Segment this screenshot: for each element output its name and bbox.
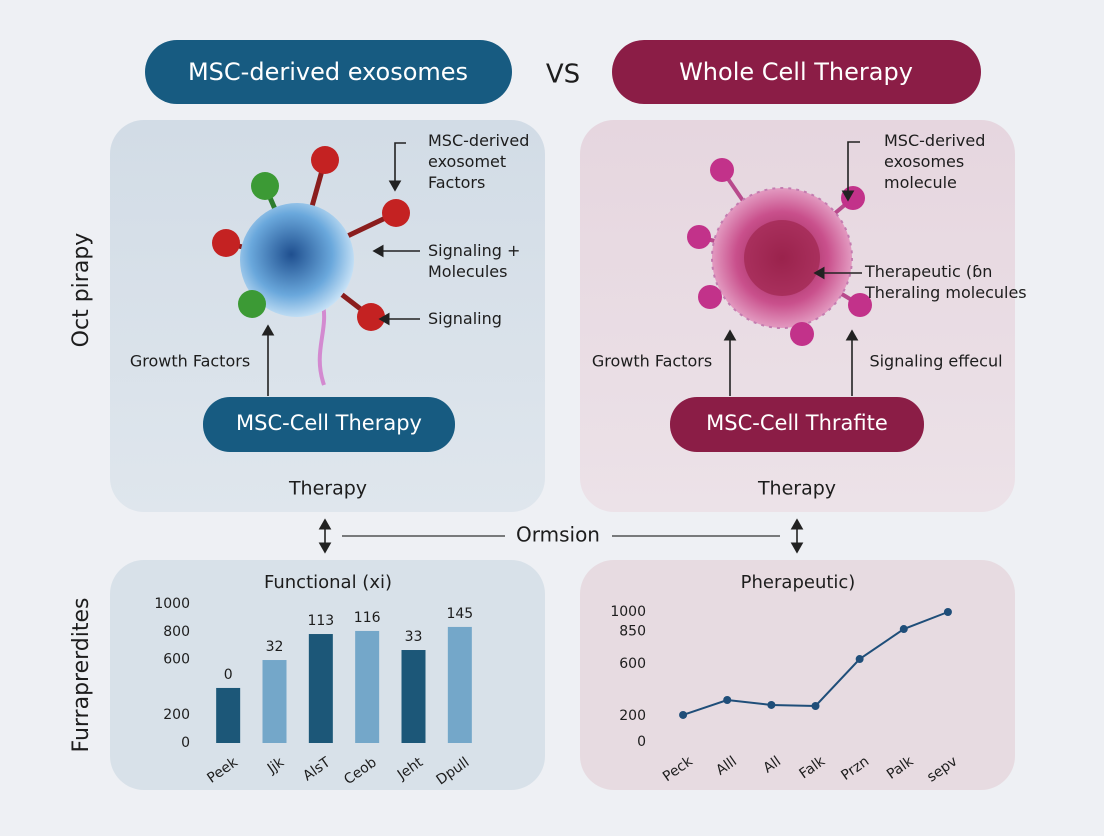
point [943,608,952,616]
header-title: MSC-derived exosomes [188,58,468,86]
y-tick-label: 200 [619,708,646,724]
callout: Growth Factors [130,352,250,371]
y-tick-label: 600 [163,652,190,668]
side-label: Oct pirapy [69,233,94,348]
y-tick-label: 800 [163,624,190,640]
y-tick-label: 1000 [610,604,646,620]
bar [216,687,241,743]
point [679,710,688,719]
vs-label: VS [546,60,580,90]
connector-label: Ormsion [516,523,600,547]
panel-footer: Therapy [757,478,836,500]
callout: Signaling effecul [869,352,1002,371]
bar [401,650,426,743]
bar-annotation: 113 [307,613,334,629]
button-label: MSC-Cell Therapy [236,411,422,435]
header-pill [145,40,512,104]
bar-annotation: 0 [224,667,233,683]
panel-footer: Therapy [288,478,367,500]
y-tick-label: 850 [619,624,646,640]
bar-annotation: 116 [354,610,381,626]
bar [308,634,333,743]
button-label: MSC-Cell Thrafite [706,411,888,435]
bar [262,660,287,743]
side-label: Furraprerdites [69,598,94,753]
button[interactable] [670,397,924,452]
callout: Signaling + Molecules [428,241,520,281]
bar [355,630,380,743]
callout: Therapeutic (ɓn Theraling molecules [864,262,1027,302]
bar-annotation: 145 [446,606,473,622]
callout: MSC-derived exosomes molecule [884,131,985,192]
y-tick-label: 600 [619,656,646,672]
bar [447,626,472,743]
point [723,696,732,705]
exosome-illustration [212,146,410,386]
callout: Growth Factors [592,352,712,371]
panel [580,560,1015,790]
arrow [388,142,406,192]
y-tick-label: 0 [637,734,646,750]
header-title: Whole Cell Therapy [679,58,913,86]
callout: MSC-derived exosomet Factors [428,131,529,192]
y-tick-label: 1000 [154,596,190,612]
chart-title: Functional (xi) [264,572,392,593]
y-tick-label: 0 [181,735,190,751]
header-pill [612,40,981,104]
callout: Signaling [428,309,502,328]
point [767,700,776,709]
cell-illustration [687,158,872,346]
bar-annotation: 32 [266,639,284,655]
button[interactable] [203,397,455,452]
bar-annotation: 33 [405,629,423,645]
point [811,701,820,710]
chart-title: Pherapeutic) [741,572,856,593]
y-tick-label: 200 [163,707,190,723]
arrow [841,141,860,202]
point [855,655,864,664]
point [899,625,908,634]
